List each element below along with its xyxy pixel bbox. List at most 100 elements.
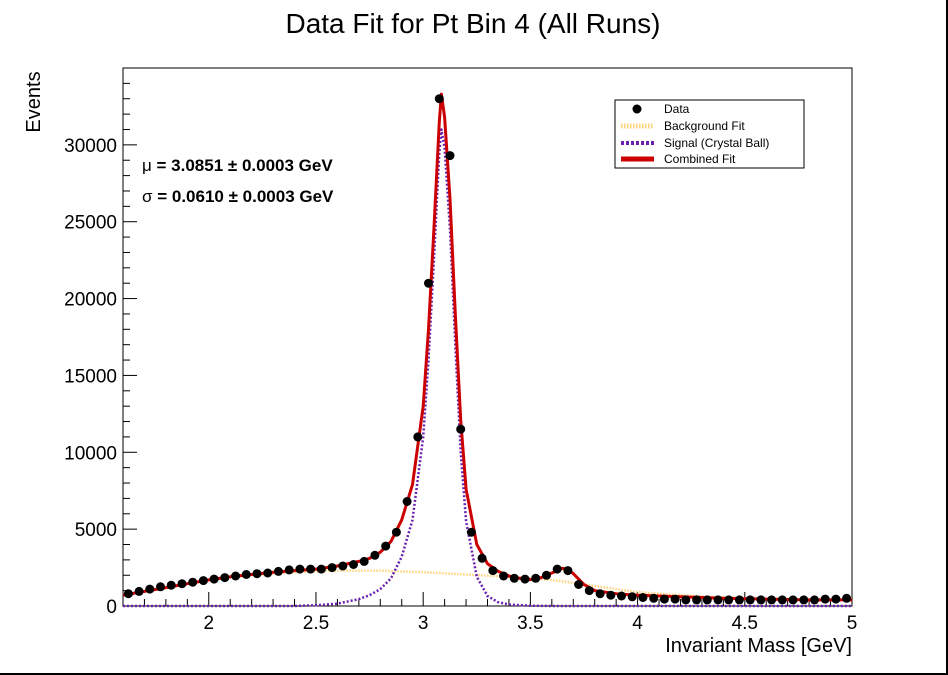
- signal-fit-line: [123, 128, 852, 608]
- data-point: [316, 564, 326, 574]
- chart-title: Data Fit for Pt Bin 4 (All Runs): [285, 8, 660, 39]
- sigma-annotation: σ = 0.0610 ± 0.0003 GeV: [142, 187, 334, 206]
- data-point: [456, 424, 466, 434]
- data-point: [649, 593, 659, 603]
- data-point: [659, 594, 669, 604]
- data-point: [617, 591, 626, 601]
- legend-data-marker: [632, 104, 642, 114]
- data-point: [692, 595, 702, 605]
- data-point: [842, 593, 852, 603]
- data-point: [788, 595, 798, 605]
- data-point: [820, 594, 830, 604]
- data-point: [177, 579, 187, 589]
- data-point: [466, 527, 476, 537]
- data-point: [263, 568, 273, 578]
- data-point: [220, 573, 230, 583]
- y-tick-label: 20000: [64, 290, 117, 311]
- data-point: [359, 556, 369, 566]
- data-point: [724, 595, 734, 605]
- mu-value: = 3.0851 ± 0.0003 GeV: [152, 156, 334, 175]
- data-point: [295, 564, 305, 574]
- data-point: [188, 577, 198, 587]
- legend: Data Background Fit Signal (Crystal Ball…: [614, 99, 805, 169]
- y-tick-label: 0: [106, 597, 117, 618]
- data-point: [123, 589, 133, 599]
- data-point: [756, 595, 766, 605]
- x-tick-label: 3: [418, 613, 429, 634]
- data-point: [273, 566, 283, 576]
- legend-label-data: Data: [664, 102, 690, 116]
- y-tick-label: 15000: [64, 366, 117, 387]
- data-point: [445, 151, 455, 161]
- data-point: [670, 594, 680, 604]
- x-tick-label: 4: [632, 613, 643, 634]
- data-point: [145, 584, 155, 594]
- mu-symbol: μ: [142, 156, 152, 175]
- x-tick-label: 3.5: [517, 613, 543, 634]
- data-point: [702, 595, 712, 605]
- legend-label-signal: Signal (Crystal Ball): [664, 136, 769, 150]
- data-point: [810, 595, 819, 605]
- x-tick-label: 5: [847, 613, 858, 634]
- data-point: [563, 566, 573, 576]
- y-tick-label: 30000: [64, 136, 117, 157]
- data-point: [156, 582, 165, 592]
- data-point: [713, 595, 723, 605]
- data-point: [306, 564, 316, 574]
- data-point: [231, 571, 241, 581]
- data-point: [209, 574, 219, 584]
- y-tick-label: 10000: [64, 443, 117, 464]
- data-point: [166, 580, 176, 590]
- x-axis-label: Invariant Mass [GeV]: [665, 635, 852, 657]
- data-point: [327, 563, 337, 573]
- x-tick-label: 2.5: [303, 613, 329, 634]
- data-point: [370, 550, 380, 560]
- data-point: [349, 560, 358, 569]
- data-point: [799, 595, 809, 605]
- data-point: [574, 580, 584, 589]
- data-point: [584, 586, 594, 596]
- data-point: [284, 565, 294, 575]
- plot-area: 2 2.5 3 3.5 4 4.5 5 0 5000 10000 15000 20000 25000 30…: [64, 67, 858, 634]
- mu-annotation: μ = 3.0851 ± 0.0003 GeV: [142, 156, 333, 175]
- data-point: [606, 590, 616, 600]
- data-point: [499, 571, 509, 581]
- data-point: [831, 594, 841, 604]
- data-point: [767, 595, 777, 605]
- data-point: [520, 574, 530, 584]
- data-point: [424, 278, 433, 288]
- data-point: [134, 586, 144, 596]
- x-tick-label: 2: [203, 613, 214, 634]
- legend-label-background: Background Fit: [664, 119, 745, 133]
- data-point: [531, 573, 541, 583]
- data-point: [381, 541, 391, 551]
- legend-label-combined: Combined Fit: [664, 152, 736, 166]
- y-axis-label: Events: [23, 71, 45, 132]
- y-tick-label: 25000: [64, 213, 117, 234]
- data-point: [552, 564, 562, 574]
- data-point: [488, 566, 498, 576]
- data-point: [542, 570, 551, 580]
- x-tick-label: 4.5: [732, 613, 758, 634]
- data-point: [638, 593, 648, 602]
- data-point: [413, 432, 423, 442]
- data-point: [681, 595, 691, 605]
- data-point: [241, 570, 251, 579]
- data-point: [434, 94, 444, 104]
- data-point: [402, 497, 412, 506]
- data-point: [198, 576, 208, 586]
- data-point: [745, 595, 755, 605]
- sigma-symbol: σ: [142, 187, 153, 206]
- sigma-value: = 0.0610 ± 0.0003 GeV: [153, 187, 335, 206]
- data-point: [252, 569, 262, 579]
- data-point: [509, 573, 519, 583]
- data-point: [734, 595, 744, 605]
- y-tick-label: 5000: [75, 520, 117, 541]
- data-point: [338, 561, 348, 571]
- data-point: [777, 595, 787, 605]
- data-point: [477, 553, 487, 563]
- fit-annotations: μ = 3.0851 ± 0.0003 GeV σ = 0.0610 ± 0.0…: [142, 156, 334, 206]
- data-point: [391, 527, 401, 537]
- data-point: [627, 592, 637, 602]
